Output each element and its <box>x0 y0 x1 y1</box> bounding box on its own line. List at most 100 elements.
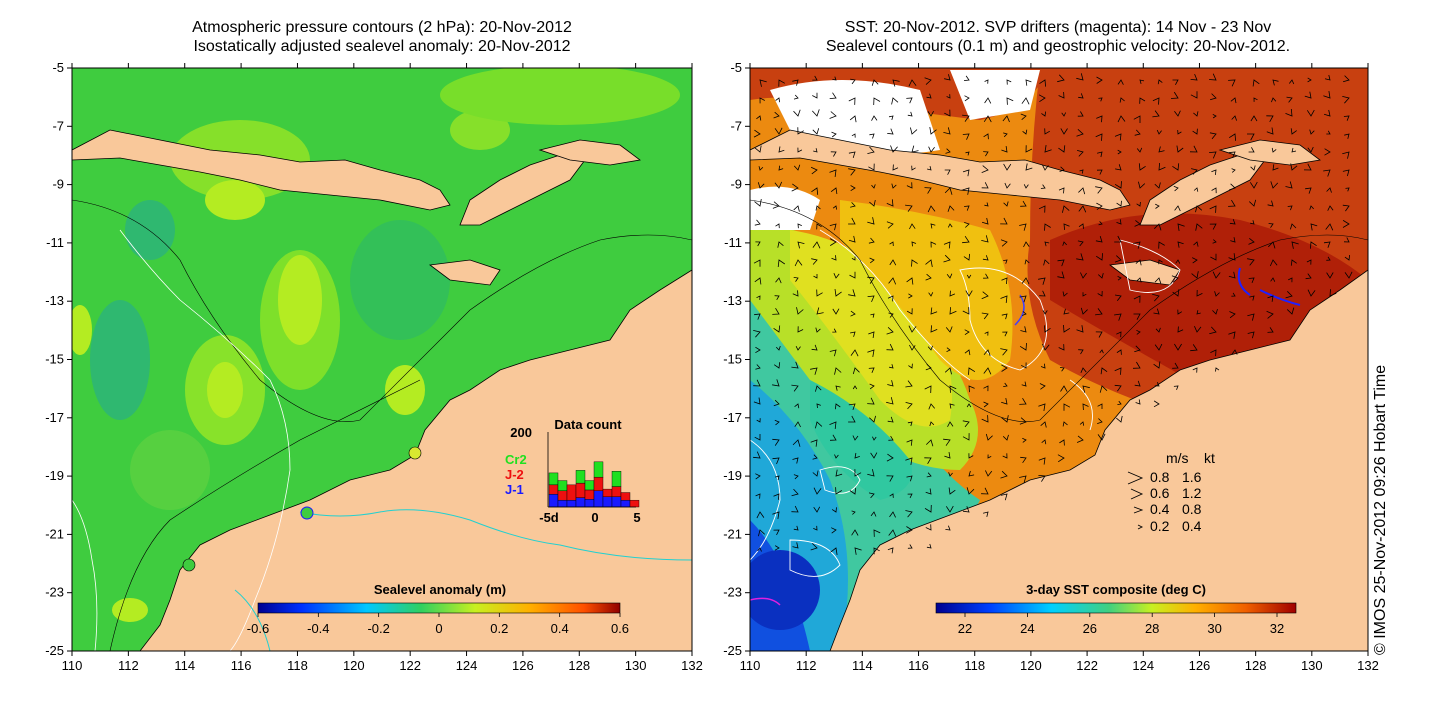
velocity-arrow <box>964 95 970 102</box>
velocity-arrow <box>1002 434 1009 441</box>
velocity-arrow <box>925 524 932 531</box>
y-tick-label: -13 <box>723 293 742 308</box>
velocity-arrow <box>1230 97 1237 104</box>
velocity-arrow <box>1344 271 1353 279</box>
velocity-arrow <box>925 273 932 281</box>
data-count-bar <box>557 480 568 492</box>
velocity-arrow <box>1082 292 1087 297</box>
y-tick-label: -11 <box>724 235 742 250</box>
velocity-arrow <box>775 97 780 103</box>
velocity-arrow <box>1076 150 1084 157</box>
velocity-arrow <box>1285 291 1293 299</box>
velocity-arrow <box>1057 259 1065 267</box>
velocity-arrow <box>1002 115 1010 123</box>
velocity-arrow <box>888 435 894 441</box>
velocity-arrow <box>1116 349 1122 355</box>
velocity-arrow <box>869 200 876 207</box>
velocity-arrow <box>1114 235 1122 243</box>
velocity-arrow <box>1285 108 1293 117</box>
velocity-arrow <box>813 506 821 513</box>
velocity-arrow <box>772 457 780 465</box>
x-tick-label: 116 <box>231 658 252 673</box>
velocity-arrow <box>930 223 936 229</box>
velocity-arrow <box>928 292 934 297</box>
velocity-arrow <box>775 345 781 351</box>
velocity-arrow <box>830 547 838 555</box>
velocity-arrow <box>1114 181 1122 189</box>
velocity-arrow <box>1342 204 1350 212</box>
velocity-arrow <box>926 439 934 447</box>
velocity-arrow <box>1135 399 1141 405</box>
velocity-arrow <box>1228 199 1236 207</box>
y-tick-label: -11 <box>46 235 64 250</box>
velocity-arrow <box>867 349 875 357</box>
velocity-arrow <box>905 204 913 212</box>
velocity-arrow <box>1139 79 1145 85</box>
velocity-arrow <box>1117 149 1122 155</box>
velocity-arrow <box>835 403 841 410</box>
velocity-arrow <box>907 544 913 549</box>
velocity-arrow <box>1099 385 1108 393</box>
velocity-arrow <box>886 397 894 405</box>
velocity-arrow <box>1115 164 1122 171</box>
velocity-arrow <box>777 241 784 248</box>
velocity-arrow <box>945 505 954 513</box>
right-title-line2: Sealevel contours (0.1 m) and geostrophi… <box>825 38 1291 55</box>
velocity-arrow <box>905 457 913 465</box>
velocity-arrow <box>797 223 802 229</box>
velocity-arrow <box>1077 111 1084 117</box>
velocity-arrow <box>869 383 875 390</box>
velocity-arrow <box>1158 146 1165 153</box>
velocity-arrow <box>1191 168 1198 175</box>
velocity-arrow <box>1022 437 1027 443</box>
velocity-arrow <box>754 145 762 153</box>
colorbar-tick-label: 28 <box>1145 621 1159 636</box>
velocity-arrow <box>1158 241 1165 249</box>
velocity-arrow <box>1059 439 1065 446</box>
x-tick-label: 124 <box>1132 658 1154 673</box>
velocity-arrow <box>812 241 821 249</box>
velocity-arrow <box>1038 457 1046 465</box>
velocity-arrow <box>829 111 837 119</box>
velocity-arrow <box>946 273 953 279</box>
velocity-arrow <box>1043 259 1050 266</box>
velocity-arrow <box>1020 456 1027 464</box>
velocity-arrow <box>1228 331 1236 339</box>
velocity-arrow <box>968 470 975 477</box>
velocity-arrow <box>949 307 957 315</box>
velocity-arrow <box>1021 362 1027 369</box>
velocity-arrow <box>773 362 781 369</box>
velocity-arrow <box>1287 205 1293 211</box>
left-title-line1: Atmospheric pressure contours (2 hPa): 2… <box>192 19 572 36</box>
velocity-arrow <box>1306 259 1312 265</box>
velocity-arrow <box>966 274 972 279</box>
velocity-arrow <box>906 182 913 189</box>
velocity-arrow <box>753 379 761 387</box>
velocity-arrow <box>1177 241 1184 248</box>
vel-kt-1: 1.2 <box>1182 485 1202 501</box>
velocity-arrow <box>1342 75 1350 83</box>
velocity-arrow <box>1307 289 1316 297</box>
arrow-0-6 <box>1130 488 1144 500</box>
colorbar-tick-label: -0.4 <box>307 621 329 636</box>
velocity-arrow <box>754 277 762 285</box>
velocity-arrow <box>949 385 957 393</box>
velocity-arrow <box>813 274 818 279</box>
velocity-arrow <box>854 547 862 555</box>
velocity-arrow <box>1080 367 1087 373</box>
velocity-arrow <box>1193 187 1199 192</box>
y-tick-label: -7 <box>730 118 742 133</box>
velocity-arrow <box>981 182 989 189</box>
data-count-bar <box>548 472 559 486</box>
velocity-arrow <box>1062 205 1070 213</box>
velocity-arrow <box>868 492 875 499</box>
velocity-arrow <box>1003 201 1009 207</box>
velocity-arrow <box>848 403 856 411</box>
velocity-arrow <box>829 434 837 441</box>
velocity-arrow <box>1057 271 1065 279</box>
velocity-arrow <box>1269 259 1278 267</box>
velocity-arrow <box>1041 111 1046 117</box>
x-tick-label: 114 <box>174 658 195 673</box>
velocity-arrow <box>867 217 875 225</box>
velocity-arrow <box>1095 331 1103 338</box>
